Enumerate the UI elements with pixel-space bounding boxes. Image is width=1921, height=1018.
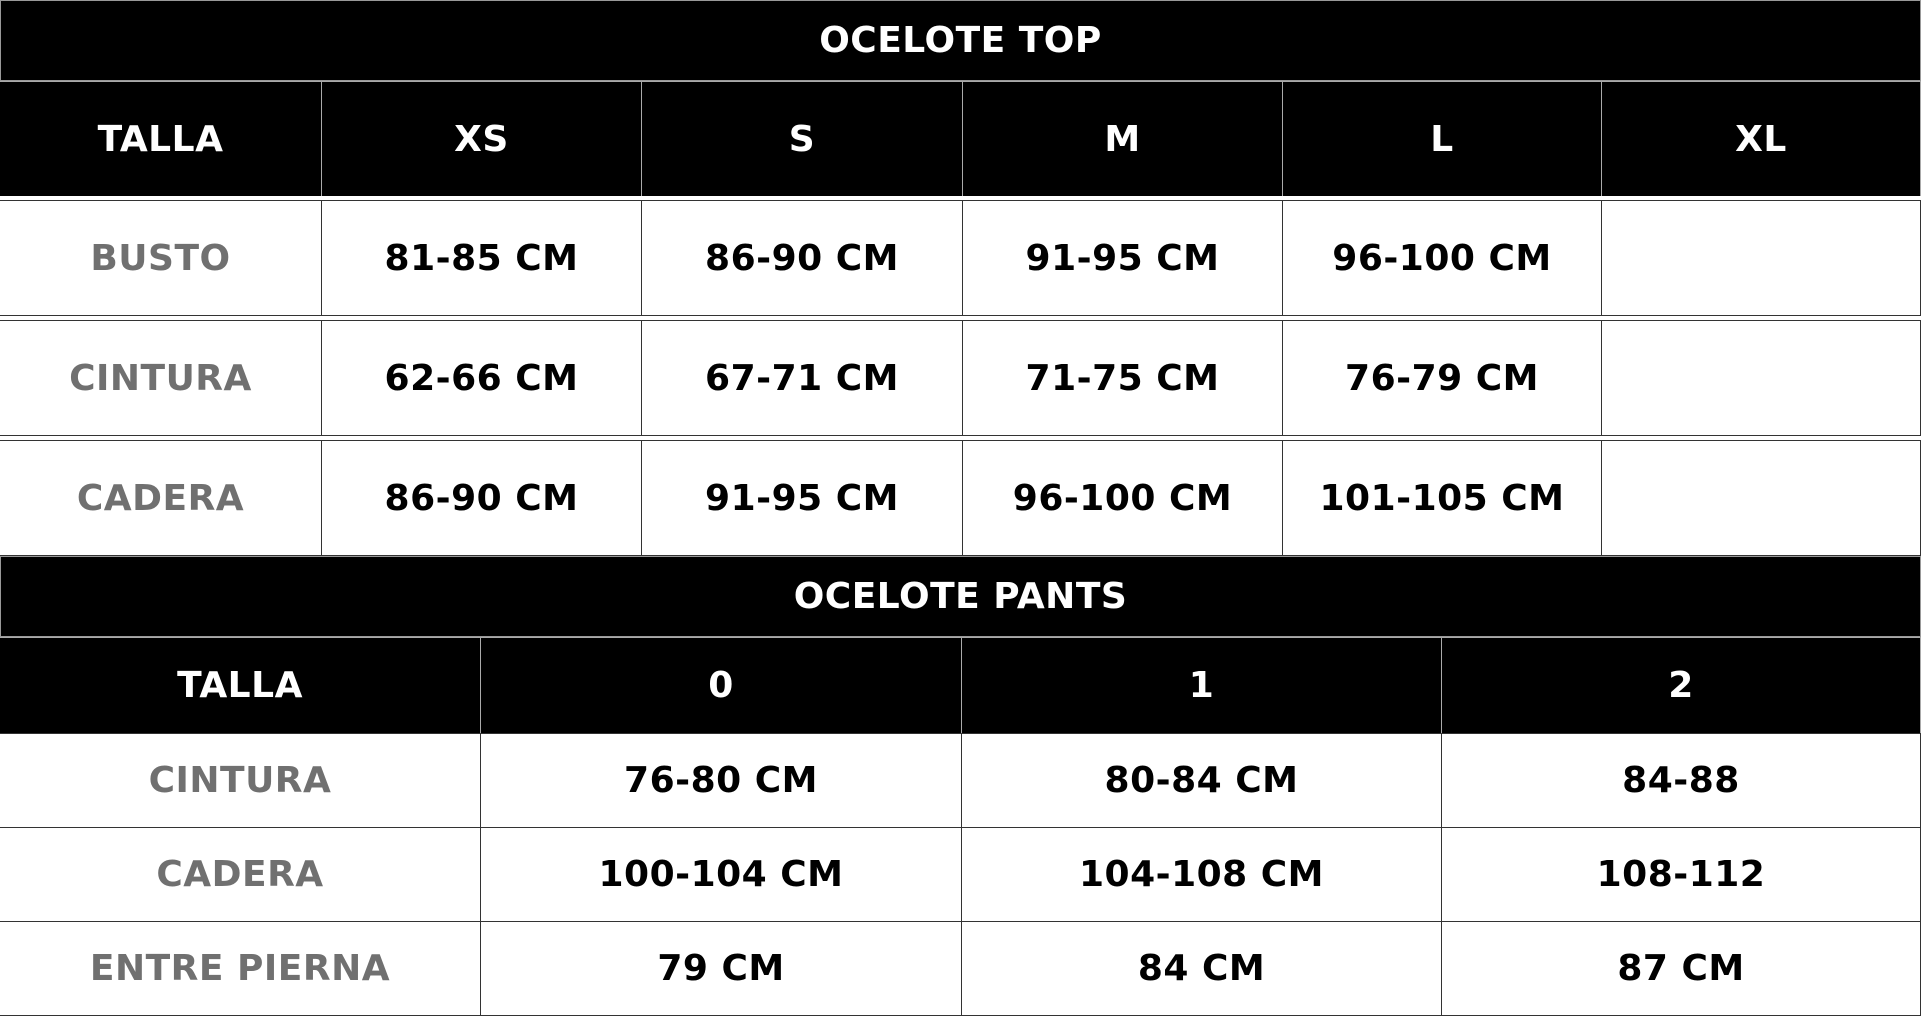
pants-title: OCELOTE PANTS: [0, 556, 1921, 637]
pants-header-cell: 0: [481, 637, 962, 733]
pants-value-cell: 80-84 CM: [962, 733, 1442, 828]
top-title: OCELOTE TOP: [0, 0, 1921, 81]
top-value-cell: 81-85 CM: [322, 200, 642, 316]
top-value-cell: 101-105 CM: [1283, 440, 1602, 556]
pants-value-cell: 100-104 CM: [481, 827, 962, 922]
top-header-cell: TALLA: [0, 81, 322, 196]
pants-row-label: CINTURA: [0, 733, 481, 828]
pants-value-cell: 76-80 CM: [481, 733, 962, 828]
pants-value-cell: 79 CM: [481, 921, 962, 1016]
pants-row-label: CADERA: [0, 827, 481, 922]
pants-header-cell: 1: [962, 637, 1442, 733]
pants-value-cell: 84 CM: [962, 921, 1442, 1016]
top-header-cell: L: [1283, 81, 1602, 196]
pants-value-cell: 87 CM: [1442, 921, 1921, 1016]
top-value-cell: [1602, 320, 1921, 436]
top-header-cell: S: [642, 81, 963, 196]
top-value-cell: 86-90 CM: [642, 200, 963, 316]
top-value-cell: 91-95 CM: [642, 440, 963, 556]
top-row-label: CADERA: [0, 440, 322, 556]
top-value-cell: 91-95 CM: [963, 200, 1283, 316]
top-value-cell: 71-75 CM: [963, 320, 1283, 436]
top-value-cell: 86-90 CM: [322, 440, 642, 556]
pants-row-label: ENTRE PIERNA: [0, 921, 481, 1016]
top-row-label: CINTURA: [0, 320, 322, 436]
top-value-cell: 96-100 CM: [1283, 200, 1602, 316]
top-value-cell: 62-66 CM: [322, 320, 642, 436]
top-header-cell: M: [963, 81, 1283, 196]
pants-value-cell: 108-112: [1442, 827, 1921, 922]
pants-value-cell: 84-88: [1442, 733, 1921, 828]
top-value-cell: [1602, 200, 1921, 316]
top-header-cell: XL: [1602, 81, 1921, 196]
pants-header-cell: TALLA: [0, 637, 481, 733]
top-value-cell: 96-100 CM: [963, 440, 1283, 556]
top-header-cell: XS: [322, 81, 642, 196]
pants-header-cell: 2: [1442, 637, 1921, 733]
top-value-cell: 67-71 CM: [642, 320, 963, 436]
top-row-label: BUSTO: [0, 200, 322, 316]
top-value-cell: 76-79 CM: [1283, 320, 1602, 436]
pants-value-cell: 104-108 CM: [962, 827, 1442, 922]
top-value-cell: [1602, 440, 1921, 556]
